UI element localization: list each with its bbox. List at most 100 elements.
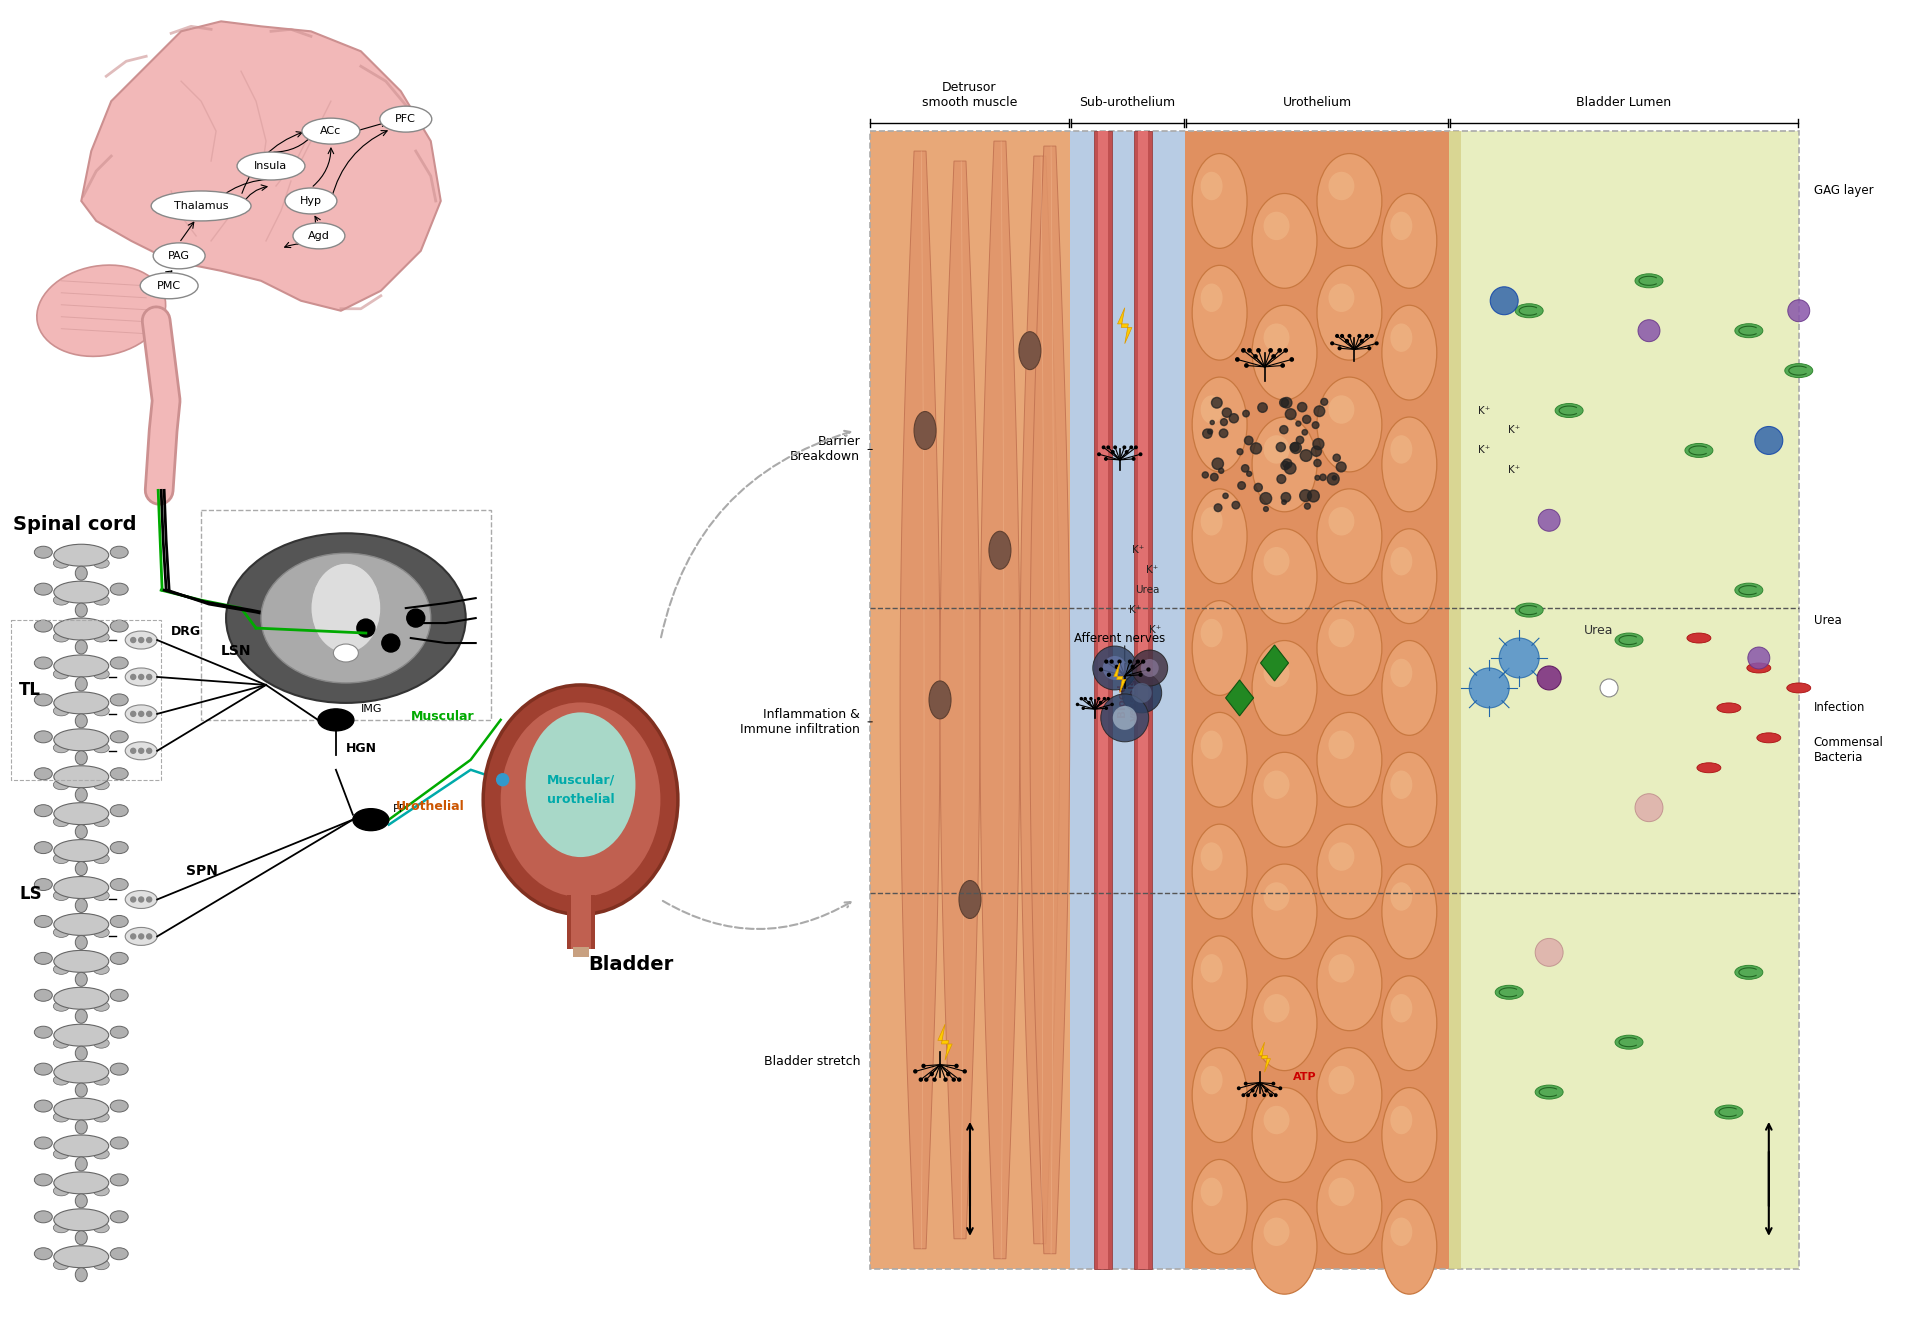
Ellipse shape — [1264, 212, 1289, 240]
Ellipse shape — [53, 853, 69, 864]
Ellipse shape — [1317, 154, 1382, 249]
Text: Bladder stretch: Bladder stretch — [764, 1055, 861, 1068]
Circle shape — [1332, 475, 1336, 479]
Ellipse shape — [1382, 306, 1437, 400]
Ellipse shape — [53, 1075, 69, 1085]
Ellipse shape — [74, 714, 88, 728]
Ellipse shape — [1390, 435, 1413, 464]
Ellipse shape — [53, 1025, 109, 1046]
Ellipse shape — [111, 583, 128, 595]
Circle shape — [1308, 490, 1319, 502]
Ellipse shape — [53, 1148, 69, 1159]
Ellipse shape — [94, 1222, 109, 1233]
Ellipse shape — [1264, 994, 1289, 1022]
Ellipse shape — [53, 1222, 69, 1233]
Circle shape — [1235, 358, 1239, 361]
Ellipse shape — [53, 728, 109, 751]
Circle shape — [1346, 340, 1348, 342]
Text: PAG: PAG — [168, 250, 191, 261]
Ellipse shape — [1264, 1106, 1289, 1134]
Bar — [1449, 132, 1460, 1268]
Circle shape — [1142, 660, 1145, 662]
Text: Bladder: Bladder — [588, 955, 674, 973]
Circle shape — [1285, 349, 1287, 352]
Circle shape — [1101, 694, 1149, 741]
Ellipse shape — [500, 702, 661, 897]
Circle shape — [1105, 707, 1107, 710]
Circle shape — [147, 674, 151, 680]
Ellipse shape — [111, 657, 128, 669]
Circle shape — [1290, 443, 1302, 453]
Ellipse shape — [1390, 212, 1413, 240]
Circle shape — [147, 934, 151, 939]
Circle shape — [1539, 510, 1560, 531]
Ellipse shape — [74, 935, 88, 950]
Text: Muscular: Muscular — [410, 710, 475, 723]
Ellipse shape — [1329, 843, 1353, 871]
Text: GAG layer: GAG layer — [1814, 184, 1873, 198]
Ellipse shape — [1615, 1035, 1644, 1050]
Ellipse shape — [34, 583, 52, 595]
Ellipse shape — [1390, 324, 1413, 352]
Ellipse shape — [53, 1209, 109, 1231]
Text: Detrusor
smooth muscle: Detrusor smooth muscle — [922, 82, 1017, 109]
Ellipse shape — [34, 805, 52, 817]
Circle shape — [1237, 482, 1245, 490]
Circle shape — [1107, 446, 1109, 449]
Ellipse shape — [1191, 824, 1247, 919]
Ellipse shape — [1317, 1159, 1382, 1254]
Circle shape — [1281, 461, 1289, 470]
Ellipse shape — [1252, 640, 1317, 735]
Circle shape — [1638, 320, 1661, 341]
Text: Urea: Urea — [1136, 585, 1161, 595]
Ellipse shape — [53, 618, 109, 640]
Ellipse shape — [1382, 194, 1437, 288]
Circle shape — [1281, 493, 1290, 502]
Circle shape — [1296, 421, 1300, 427]
Ellipse shape — [53, 632, 69, 641]
Ellipse shape — [1191, 265, 1247, 360]
Ellipse shape — [1382, 1088, 1437, 1183]
Circle shape — [1243, 411, 1248, 417]
Ellipse shape — [1191, 377, 1247, 471]
Circle shape — [1247, 1094, 1248, 1097]
Ellipse shape — [1191, 601, 1247, 695]
Circle shape — [1132, 684, 1151, 703]
Ellipse shape — [53, 988, 109, 1009]
Circle shape — [1134, 446, 1138, 449]
Circle shape — [1290, 358, 1294, 361]
Ellipse shape — [1382, 528, 1437, 623]
Circle shape — [1300, 490, 1311, 502]
Circle shape — [1119, 660, 1121, 662]
Text: PMC: PMC — [157, 281, 181, 291]
Ellipse shape — [53, 1172, 109, 1195]
Circle shape — [1331, 342, 1334, 345]
Ellipse shape — [1382, 417, 1437, 512]
Ellipse shape — [126, 705, 157, 723]
Ellipse shape — [302, 119, 361, 144]
Ellipse shape — [1382, 976, 1437, 1071]
Ellipse shape — [989, 531, 1012, 569]
Ellipse shape — [34, 842, 52, 853]
Bar — [1185, 132, 1449, 1268]
Ellipse shape — [74, 1268, 88, 1281]
Ellipse shape — [74, 972, 88, 986]
Bar — [1449, 132, 1798, 1268]
Ellipse shape — [74, 788, 88, 802]
Ellipse shape — [139, 273, 199, 299]
Ellipse shape — [1686, 444, 1712, 457]
Circle shape — [1245, 363, 1248, 367]
Circle shape — [1300, 450, 1311, 461]
Ellipse shape — [111, 547, 128, 558]
Ellipse shape — [1329, 283, 1353, 312]
Circle shape — [1103, 656, 1126, 680]
Ellipse shape — [111, 620, 128, 632]
Ellipse shape — [1634, 274, 1663, 288]
Ellipse shape — [53, 595, 69, 605]
Circle shape — [1254, 1094, 1256, 1097]
Circle shape — [1281, 398, 1292, 408]
Circle shape — [1290, 443, 1300, 452]
Circle shape — [1369, 346, 1371, 349]
Ellipse shape — [1201, 1177, 1222, 1206]
Circle shape — [139, 711, 143, 716]
